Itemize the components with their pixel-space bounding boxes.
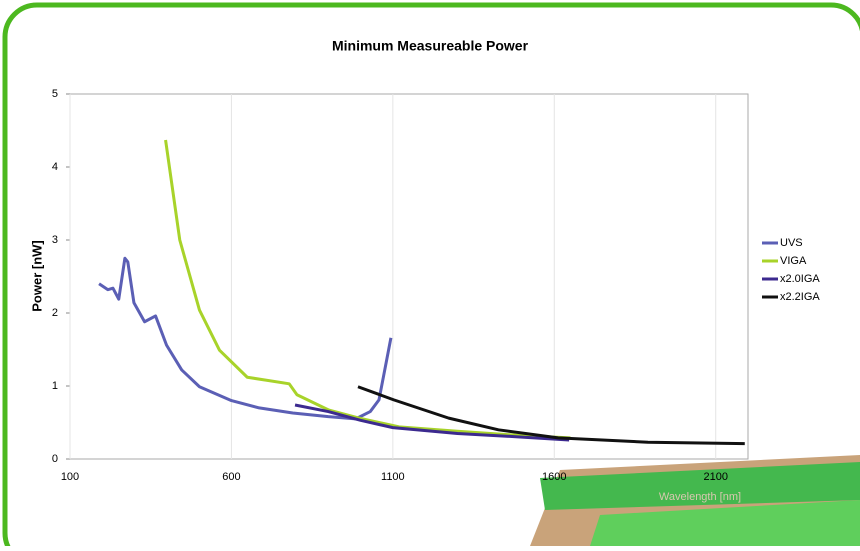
- x-tick-label: 1100: [381, 471, 405, 483]
- y-tick-label: 2: [52, 307, 58, 319]
- y-axis-label: Power [nW]: [29, 240, 44, 312]
- x-tick-label: 2100: [703, 471, 727, 483]
- y-tick-label: 5: [52, 88, 58, 100]
- page: {"chart_data": {"type": "line", "title":…: [0, 0, 860, 546]
- x-tick-label: 600: [222, 471, 240, 483]
- chart-title: Minimum Measureable Power: [332, 38, 529, 54]
- legend-label: VIGA: [780, 255, 807, 267]
- y-tick-label: 3: [52, 234, 58, 246]
- legend-label: x2.2IGA: [780, 291, 820, 303]
- x-tick-label: 1600: [542, 471, 566, 483]
- y-tick-label: 1: [52, 380, 58, 392]
- legend-label: UVS: [780, 237, 803, 249]
- legend-label: x2.0IGA: [780, 273, 820, 285]
- y-tick-label: 0: [52, 453, 58, 465]
- x-axis-label: Wavelength [nm]: [659, 491, 741, 503]
- chart: Minimum Measureable Power Wavelength [nm…: [0, 0, 860, 546]
- y-tick-label: 4: [52, 161, 58, 173]
- x-tick-label: 100: [61, 471, 79, 483]
